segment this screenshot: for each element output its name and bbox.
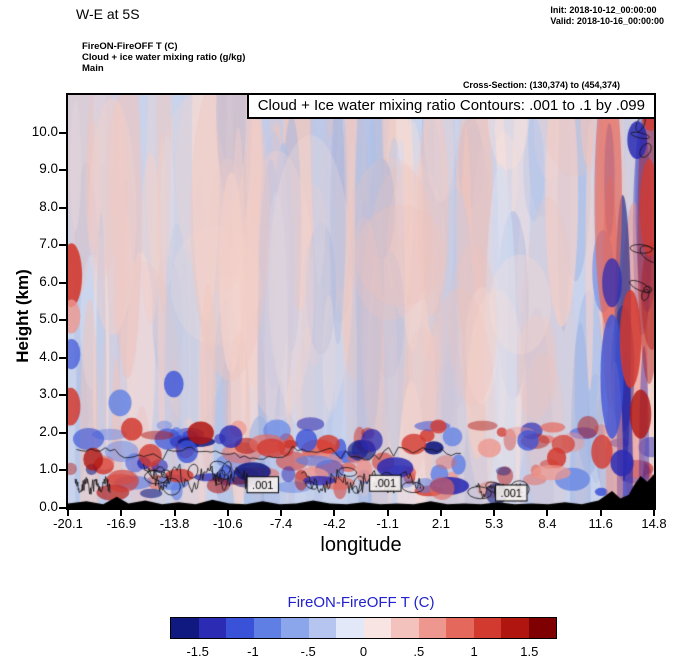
y-tick-mark [59,394,66,397]
colorbar-segment [336,618,364,638]
colorbar-segment [391,618,419,638]
y-tick-mark [59,244,66,247]
y-tick-label: 5.0 [39,311,58,327]
y-tick-label: 6.0 [39,273,58,289]
y-tick-mark [59,319,66,322]
y-tick-label: 7.0 [39,236,58,252]
field-canvas [68,95,654,508]
x-tick-label: -1.1 [376,516,399,531]
colorbar-segment [501,618,529,638]
y-tick-label: 1.0 [39,461,58,477]
x-tick-label: 14.8 [641,516,667,531]
x-tick-label: -13.8 [159,516,190,531]
colorbar-tick-label: 1 [470,644,478,659]
colorbar-segment [363,618,391,638]
colorbar-tick-label: -.5 [300,644,316,659]
x-tick-label: 2.1 [431,516,450,531]
x-tick-label: -16.9 [106,516,137,531]
y-tick-mark [59,131,66,134]
y-tick-mark [59,206,66,209]
y-tick-label: 0.0 [39,499,58,514]
field-line-contour: Cloud + ice water mixing ratio (g/kg) [82,52,246,63]
y-tick-mark [59,507,66,509]
colorbar [170,617,557,639]
x-tick-mark [173,510,176,516]
x-tick-mark [280,510,283,516]
x-tick-mark [493,510,496,516]
x-tick-mark [67,510,69,516]
x-tick-mark [386,510,389,516]
x-tick-label: -4.2 [323,516,346,531]
y-tick-mark [59,469,66,472]
x-tick-mark [333,510,336,516]
colorbar-segment [253,618,281,638]
init-time-label: Init: 2018-10-12_00:00:00 [550,5,657,15]
x-tick-mark [653,510,655,516]
colorbar-tick-label: 1.5 [520,644,539,659]
x-axis-label: longitude [320,534,402,556]
colorbar-title: FireON-FireOFF T (C) [287,594,435,611]
x-tick-label: 5.3 [485,516,504,531]
x-tick-label: 8.4 [538,516,557,531]
x-tick-mark [120,510,123,516]
colorbar-segment [308,618,336,638]
colorbar-tick-label: .5 [413,644,425,659]
y-tick-mark [59,356,66,359]
colorbar-tick-label: -1 [247,644,259,659]
colorbar-segment [418,618,446,638]
x-tick-mark [226,510,229,516]
y-tick-mark [59,169,66,172]
x-tick-label: -10.6 [212,516,243,531]
x-tick-mark [439,510,442,516]
colorbar-segment [171,618,199,638]
y-tick-label: 3.0 [39,386,58,402]
cross-section-label: Cross-Section: (130,374) to (454,374) [462,80,620,90]
field-line-domain: Main [82,63,104,74]
field-line-shading: FireON-FireOFF T (C) [82,41,178,52]
x-tick-mark [599,510,602,516]
x-tick-label: 11.6 [588,516,613,531]
colorbar-segment [528,618,556,638]
valid-time-label: Valid: 2018-10-16_00:00:00 [550,16,664,26]
y-tick-mark [59,431,66,434]
colorbar-segment [198,618,226,638]
colorbar-segment [473,618,501,638]
field-info-block: FireON-FireOFF T (C) Cloud + ice water m… [82,41,245,74]
y-tick-mark [59,281,66,284]
colorbar-tick-label: 0 [359,644,368,659]
x-tick-label: -20.1 [53,516,83,531]
init-valid-block: Init: 2018-10-12_00:00:00 Valid: 2018-10… [550,5,664,27]
plot-area: Cloud + Ice water mixing ratio Contours:… [66,93,656,510]
colorbar-tick-label: -1.5 [186,644,209,659]
x-tick-mark [546,510,549,516]
x-tick-label: -7.4 [269,516,293,531]
colorbar-segment [226,618,254,638]
y-tick-label: 8.0 [39,198,58,214]
plot-title: W-E at 5S [76,6,140,22]
y-tick-label: 9.0 [39,161,58,177]
y-tick-label: 2.0 [39,423,58,439]
y-tick-label: 4.0 [39,348,58,364]
colorbar-segment [446,618,474,638]
colorbar-segment [281,618,309,638]
y-tick-label: 10.0 [31,123,58,139]
contour-info-box: Cloud + Ice water mixing ratio Contours:… [246,95,654,119]
